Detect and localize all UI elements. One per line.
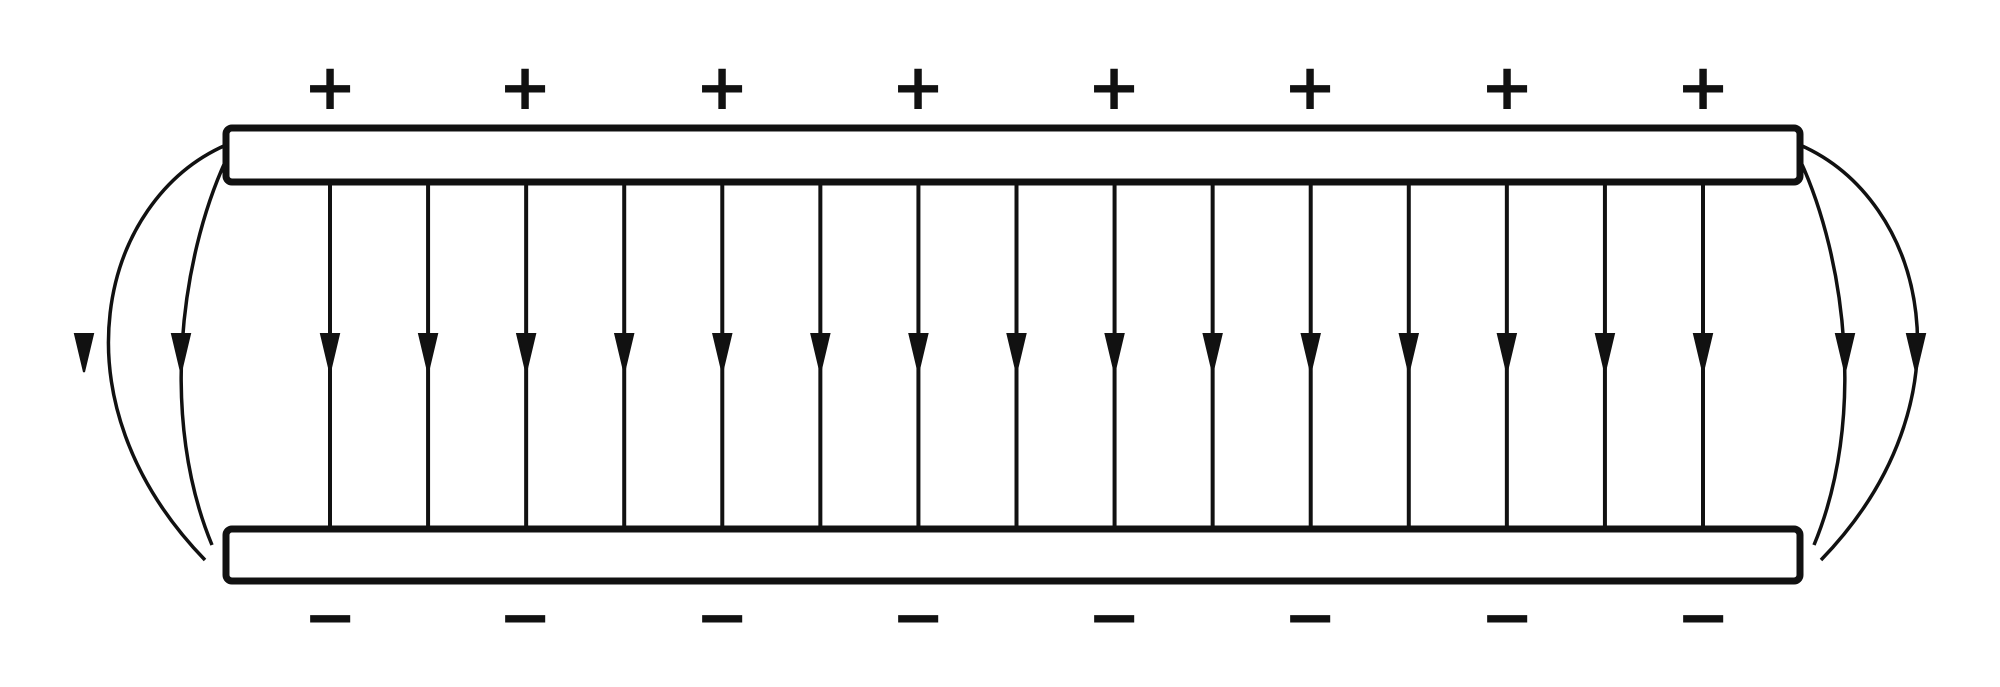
plus-sign: + [1676,51,1730,125]
field-arrow-icon [810,333,831,373]
field-arrow-icon [1496,333,1518,373]
minus-sign: − [1480,581,1534,655]
top-plate [222,124,1804,186]
fringe-field-line [179,159,228,546]
fringe-field-line [106,143,227,562]
fringe-arrow-icon [73,333,95,373]
minus-sign: − [695,581,749,655]
field-arrow-icon [908,333,929,373]
field-arrow-icon [1398,333,1420,373]
minus-sign: − [1087,581,1141,655]
electric-field-lines [319,185,1714,528]
fringe-field-line [1799,143,1920,562]
plus-sign: + [303,51,357,125]
field-arrow-icon [1300,333,1321,373]
field-arrow-icon [1006,333,1027,373]
field-arrow-icon [1104,333,1125,373]
fringe-arrow-icon [1834,333,1856,373]
plus-sign: + [498,51,552,125]
plus-sign: + [1087,51,1141,125]
fringe-arrow-icon [170,333,192,373]
bottom-plate [222,525,1804,585]
field-arrow-icon [1202,333,1223,373]
plus-sign: + [891,51,945,125]
minus-sign: − [891,581,945,655]
fringe-arrow-icon [1905,333,1927,373]
field-arrow-icon [613,333,635,373]
negative-charge-signs: − − − − − − − − [303,581,1730,655]
field-arrow-icon [417,333,439,373]
minus-sign: − [303,581,357,655]
positive-charge-signs: + + + + + + + + [303,51,1730,125]
minus-sign: − [1676,581,1730,655]
plus-sign: + [1480,51,1534,125]
fringe-field-lines [73,143,1927,562]
plus-sign: + [695,51,749,125]
minus-sign: − [498,581,552,655]
fringe-field-line [1798,159,1847,546]
field-arrow-icon [515,333,537,373]
plus-sign: + [1283,51,1337,125]
field-arrow-icon [319,333,341,373]
field-arrow-icon [1594,333,1616,373]
minus-sign: − [1283,581,1337,655]
field-arrow-icon [712,333,733,373]
field-arrow-icon [1692,333,1714,373]
